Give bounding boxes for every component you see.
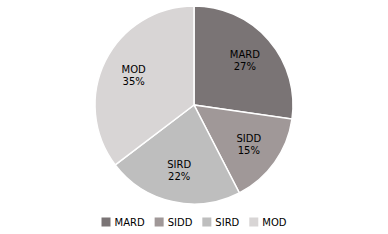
data-label-line: SIDD xyxy=(236,133,261,144)
data-labels: MARD27% SIDD15% SIRD22% MOD35% xyxy=(122,49,262,182)
data-label: SIDD15% xyxy=(236,133,261,156)
legend-item: SIRD xyxy=(202,217,239,228)
pie xyxy=(95,6,293,204)
legend-label: MARD xyxy=(115,217,145,228)
data-label-line: MOD xyxy=(122,64,146,75)
legend-swatch xyxy=(102,218,111,227)
data-label-line: 22% xyxy=(168,171,190,182)
data-label-line: 35% xyxy=(123,76,145,87)
data-label-line: 27% xyxy=(234,61,256,72)
legend-label: MOD xyxy=(262,217,286,228)
data-label-line: SIRD xyxy=(167,159,191,170)
legend-item: SIDD xyxy=(155,217,193,228)
legend-swatch xyxy=(202,218,211,227)
legend-label: SIRD xyxy=(215,217,239,228)
legend-swatch xyxy=(155,218,164,227)
data-label-line: MARD xyxy=(230,49,260,60)
legend: MARD SIDD SIRD MOD xyxy=(102,217,287,228)
data-label: MOD35% xyxy=(122,64,146,87)
data-label: MARD27% xyxy=(230,49,260,72)
pie-slice xyxy=(194,6,293,119)
legend-item: MARD xyxy=(102,217,145,228)
pie-slice xyxy=(95,6,194,165)
chart: MARD27%SIDD15%SIRD22%MOD35%MARDSIDDSIRDM… xyxy=(0,0,388,234)
data-label-line: 15% xyxy=(238,145,260,156)
legend-item: MOD xyxy=(249,217,286,228)
legend-swatch xyxy=(249,218,258,227)
legend-label: SIDD xyxy=(168,217,193,228)
data-label: SIRD22% xyxy=(167,159,191,182)
